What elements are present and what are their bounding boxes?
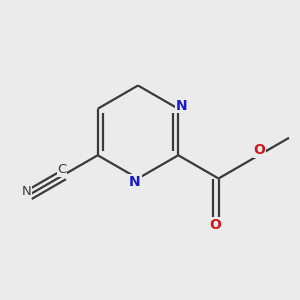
Text: N: N [22, 185, 32, 198]
Text: O: O [210, 218, 221, 232]
Text: C: C [57, 163, 67, 176]
Text: O: O [254, 143, 265, 157]
Text: N: N [129, 175, 141, 188]
Text: N: N [176, 99, 187, 113]
